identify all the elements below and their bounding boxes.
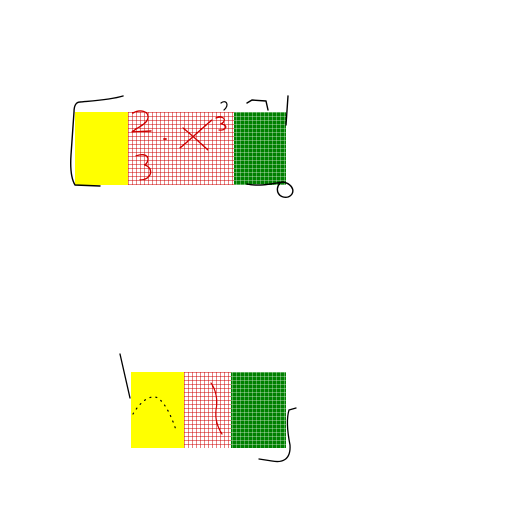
top-left-bracket-stroke — [70, 95, 124, 187]
red-x-stroke-a — [179, 119, 213, 149]
red-numeral-three-stroke — [135, 154, 152, 181]
bottom-green-grid-segment — [231, 372, 286, 448]
bottom-strip — [131, 372, 286, 448]
top-strip — [75, 112, 286, 185]
top-green-grid-segment — [234, 112, 286, 185]
top-question-mark-stroke — [220, 101, 228, 111]
bottom-red-grid-segment — [184, 372, 231, 448]
red-x-stroke-b — [182, 127, 209, 151]
top-strip-annotations — [70, 95, 294, 198]
top-right-vertical-stroke — [285, 95, 289, 126]
top-right-loop-stroke — [246, 181, 294, 198]
bottom-right-bracket-stroke — [258, 407, 297, 463]
bottom-strip-annotations — [119, 353, 297, 463]
top-yellow-segment — [75, 112, 128, 185]
red-numeral-two-stroke — [131, 110, 152, 133]
bottom-left-diagonal-stroke — [119, 353, 131, 399]
bottom-red-curve-stroke — [210, 382, 223, 435]
red-exponent-stroke — [215, 116, 227, 131]
top-right-arrow-stroke — [246, 99, 269, 111]
bottom-yellow-segment — [131, 372, 184, 448]
top-red-grid-segment — [128, 112, 234, 185]
